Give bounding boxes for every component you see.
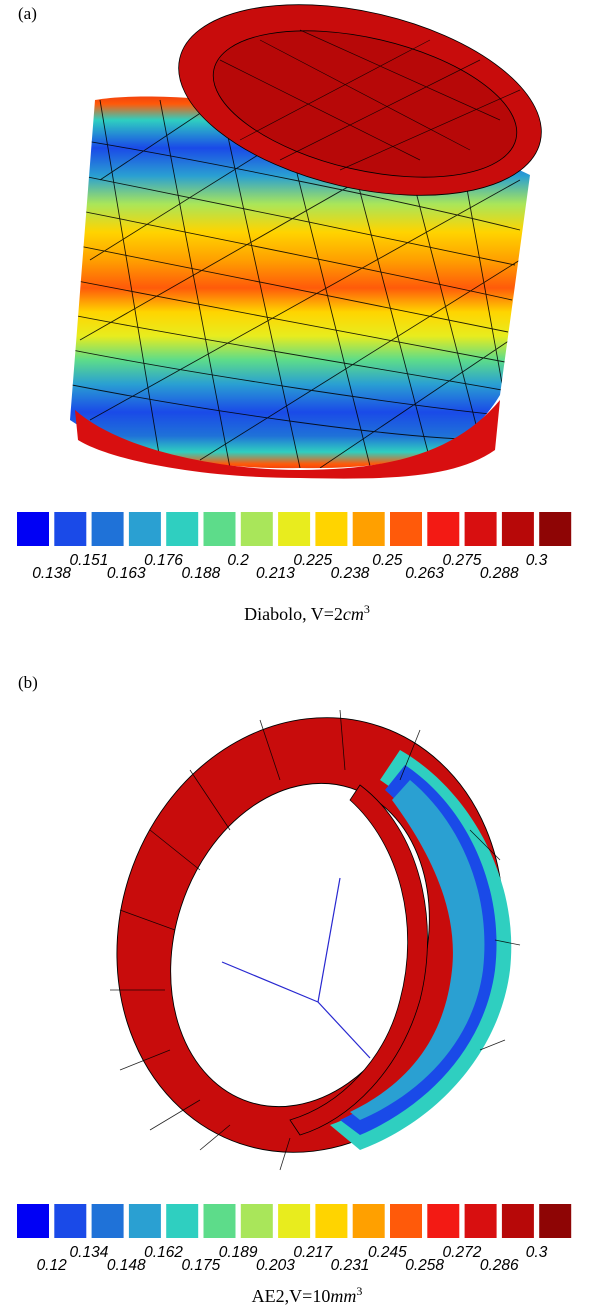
colorbar-swatch [539,512,572,546]
panel-b-label: (b) [18,673,38,692]
colorbar-swatch [91,512,124,546]
colorbar-swatch [17,1204,49,1238]
panel-b-figure [0,680,614,1180]
colorbar-swatch [17,512,49,546]
colorbar-tick-lower: 0.12 [37,1257,68,1274]
panel-b-caption-name: AE2,V=10 [251,1286,331,1306]
colorbar-tick-lower: 0.175 [181,1257,220,1274]
colorbar-swatch [464,1204,497,1238]
colorbar-swatch [240,1204,273,1238]
colorbar-tick-upper: 0.189 [219,1244,258,1261]
colorbar-swatch [539,1204,572,1238]
colorbar-tick-lower: 0.286 [480,1257,519,1274]
colorbar-swatch [54,1204,87,1238]
panel-a-caption-unit: cm [342,604,364,624]
colorbar-swatch [390,512,422,546]
panel-a-caption-name: Diabolo, V=2 [244,604,343,624]
colorbar-tick-lower: 0.138 [32,565,71,582]
colorbar-tick-upper: 0.176 [144,552,183,569]
colorbar-tick-lower: 0.263 [405,565,444,582]
colorbar-swatch [390,1204,422,1238]
colorbar-tick-lower: 0.258 [405,1257,444,1274]
colorbar-tick-upper: 0.245 [368,1244,407,1261]
colorbar-swatch [166,1204,199,1238]
colorbar-swatch [166,512,199,546]
colorbar-tick-upper: 0.162 [144,1244,183,1261]
panel-a-label: (a) [18,4,37,23]
colorbar-swatch [352,512,385,546]
colorbar-tick-upper: 0.275 [443,552,482,569]
colorbar-swatch [352,1204,385,1238]
colorbar-tick-upper: 0.25 [372,552,403,569]
colorbar-swatch [240,512,273,546]
colorbar-swatch [315,512,348,546]
colorbar-swatch [128,512,161,546]
panel-a-caption-exp: 3 [363,602,370,616]
colorbar-swatch [427,512,460,546]
colorbar-swatch [501,512,534,546]
colorbar-tick-lower: 0.231 [331,1257,370,1274]
colorbar-tick-lower: 0.148 [107,1257,146,1274]
colorbar-swatch [464,512,497,546]
colorbar-b: 0.12 0.148 0.175 0.203 0.231 0.258 0.286 0.134 0… [17,1204,572,1274]
colorbar-swatch [203,512,236,546]
colorbar-tick-upper: 0.134 [70,1244,109,1261]
colorbar-swatch [501,1204,534,1238]
colorbar-swatch [427,1204,460,1238]
panel-b-caption-unit: mm [330,1286,357,1306]
colorbar-tick-upper: 0.217 [293,1244,333,1261]
colorbar-tick-upper: 0.3 [526,1244,548,1261]
panel-a-caption: Diabolo, V=2cm3 [0,602,614,625]
panel-a-figure [0,0,614,480]
colorbar-tick-upper: 0.272 [443,1244,482,1261]
panel-a-colorbar: 0.138 0.163 0.188 0.213 0.238 0.263 0.288 0.151… [0,512,614,590]
colorbar-tick-lower: 0.288 [480,565,519,582]
colorbar-swatch [278,1204,311,1238]
colorbar-tick-lower: 0.163 [107,565,146,582]
ae2-ring-render [110,709,521,1171]
colorbar-tick-lower: 0.188 [181,565,220,582]
colorbar-a: 0.138 0.163 0.188 0.213 0.238 0.263 0.288 0.151… [17,512,572,582]
colorbar-tick-upper: 0.2 [227,552,249,569]
colorbar-swatch [315,1204,348,1238]
colorbar-tick-upper: 0.151 [70,552,109,569]
colorbar-swatch [54,512,87,546]
diabolo-mesh-render [70,4,542,479]
panel-b-caption: AE2,V=10mm3 [0,1284,614,1307]
colorbar-tick-lower: 0.238 [331,565,370,582]
colorbar-tick-upper: 0.3 [526,552,548,569]
colorbar-tick-upper: 0.225 [293,552,332,569]
colorbar-swatch [91,1204,124,1238]
colorbar-tick-lower: 0.213 [256,565,295,582]
colorbar-swatch [203,1204,236,1238]
colorbar-tick-lower: 0.203 [256,1257,295,1274]
panel-b-colorbar: 0.12 0.148 0.175 0.203 0.231 0.258 0.286 0.134 0… [0,1204,614,1282]
colorbar-swatch [278,512,311,546]
panel-b-caption-exp: 3 [356,1284,363,1298]
colorbar-swatch [128,1204,161,1238]
